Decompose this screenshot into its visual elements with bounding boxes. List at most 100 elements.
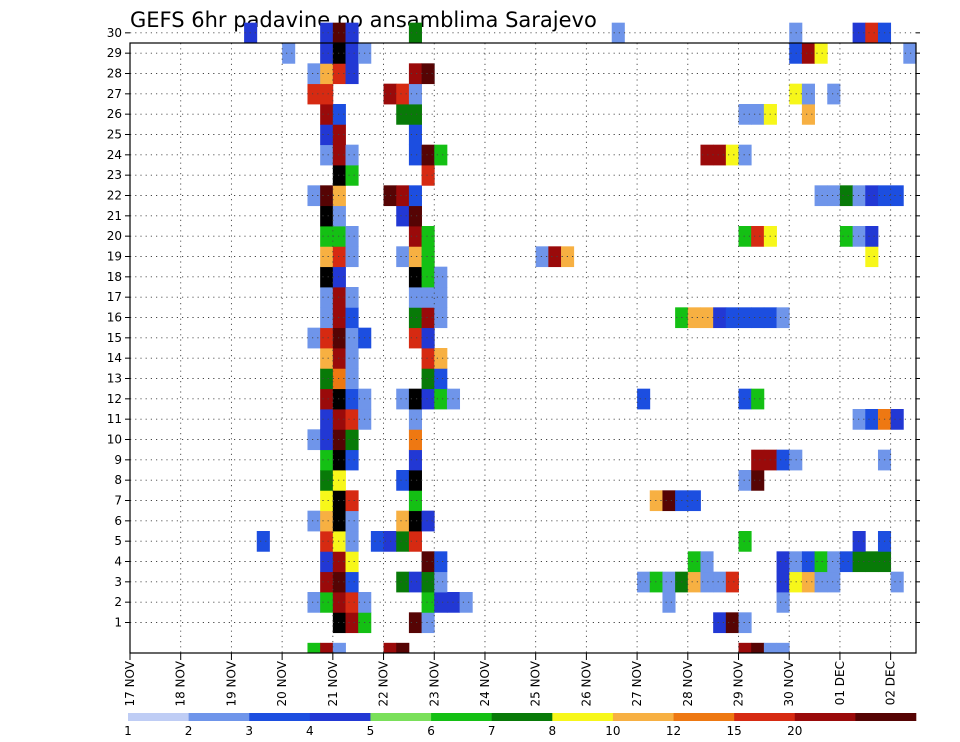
heatmap-cell [320, 226, 334, 247]
y-tick-label: 21 [107, 209, 122, 223]
heatmap-cell [801, 104, 815, 125]
heatmap-cell [345, 348, 359, 369]
heatmap-cell [814, 551, 828, 573]
heatmap-cell [751, 388, 765, 410]
heatmap-cell [421, 246, 435, 268]
heatmap-cell [865, 185, 879, 207]
chart-title: GEFS 6hr padavine po ansamblima Sarajevo [130, 8, 597, 32]
colorbar-label: 8 [548, 724, 556, 738]
colorbar-swatch [491, 713, 553, 721]
colorbar-swatch [552, 713, 614, 721]
y-tick-label: 7 [114, 494, 122, 508]
heatmap-cell [687, 307, 701, 329]
heatmap-cell [776, 551, 790, 573]
heatmap-cell [396, 246, 410, 268]
heatmap-cell [345, 449, 359, 471]
heatmap-cell [408, 124, 422, 146]
y-tick-label: 22 [107, 189, 122, 203]
heatmap-cell [421, 368, 435, 390]
heatmap-cell [345, 226, 359, 247]
heatmap-cell [421, 612, 435, 634]
heatmap-cell [332, 592, 346, 613]
y-tick-label: 28 [107, 67, 122, 81]
heatmap-cell [408, 490, 422, 512]
heatmap-cell [307, 429, 321, 451]
heatmap-cell [408, 388, 422, 410]
heatmap-cell [320, 409, 334, 430]
heatmap-cell [434, 144, 448, 166]
heatmap-cell [459, 592, 473, 613]
heatmap-cell [751, 307, 765, 329]
x-tick-label: 23 NOV [427, 660, 441, 706]
heatmap-cell [738, 642, 752, 654]
heatmap-cell [408, 449, 422, 471]
heatmap-cell [408, 226, 422, 247]
heatmap-cell [332, 43, 346, 64]
heatmap-cell [332, 429, 346, 451]
colorbar-swatch [370, 713, 432, 721]
heatmap-cell [320, 205, 334, 227]
y-tick-label: 14 [107, 351, 122, 365]
heatmap-cell [332, 551, 346, 573]
colorbar-label: 6 [427, 724, 435, 738]
heatmap-cell [345, 63, 359, 85]
heatmap-cell [307, 327, 321, 349]
heatmap-cell [320, 287, 334, 308]
x-tick-label: 02 DEC [884, 661, 898, 705]
colorbar-label: 10 [605, 724, 620, 738]
heatmap-cell [396, 104, 410, 125]
heatmap-cell [890, 571, 904, 593]
colorbar-swatch [309, 713, 371, 721]
heatmap-cell [320, 43, 334, 64]
heatmap-cell [700, 551, 714, 573]
heatmap-cell [751, 104, 765, 125]
heatmap-cell [320, 592, 334, 613]
heatmap-cell [332, 470, 346, 491]
heatmap-cell [307, 642, 321, 654]
heatmap-cell [345, 510, 359, 532]
heatmap-cell [345, 246, 359, 268]
heatmap-cell [332, 348, 346, 369]
y-tick-label: 29 [107, 46, 122, 60]
y-tick-label: 18 [107, 270, 122, 284]
heatmap-cell [345, 144, 359, 166]
heatmap-cell [738, 104, 752, 125]
y-tick-label: 11 [107, 412, 122, 426]
heatmap-cell [662, 571, 676, 593]
heatmap-cell [700, 571, 714, 593]
x-tick-label: 20 NOV [275, 660, 289, 706]
heatmap-cell [839, 226, 854, 247]
heatmap-cell [332, 246, 346, 268]
heatmap-cell [408, 83, 422, 105]
heatmap-cell [345, 612, 359, 634]
heatmap-cell [725, 571, 739, 593]
heatmap-cell [434, 368, 448, 390]
heatmap-cell [903, 43, 917, 64]
heatmap-cell [396, 205, 410, 227]
heatmap-cell [738, 388, 752, 410]
heatmap-cell [751, 642, 765, 654]
heatmap-cell [738, 612, 752, 634]
colorbar-swatch [673, 713, 735, 721]
x-axis-ticks: 17 NOV 18 NOV 19 NOV 20 NOV 21 NOV 22 NOV 23 N… [123, 653, 898, 707]
x-tick-label: 22 NOV [377, 660, 391, 706]
heatmap-cell [776, 307, 790, 329]
heatmap-cell [408, 22, 422, 44]
colorbar: 1 2 3 4 5 6 7 8 10 12 15 20 [124, 713, 917, 738]
heatmap-cell [434, 348, 448, 369]
heatmap-cell [345, 592, 359, 613]
colorbar-label: 20 [787, 724, 802, 738]
colorbar-label: 2 [185, 724, 193, 738]
heatmap-cell [408, 327, 422, 349]
heatmap-cell [421, 551, 435, 573]
heatmap-cell [421, 165, 435, 186]
heatmap-cell [662, 490, 676, 512]
heatmap-cell [256, 531, 270, 552]
heatmap-cell [396, 531, 410, 552]
heatmap-cell [320, 388, 334, 410]
heatmap-cell [345, 571, 359, 593]
heatmap-cell [814, 185, 828, 207]
heatmap-cell [396, 388, 410, 410]
heatmap-cell [345, 327, 359, 349]
